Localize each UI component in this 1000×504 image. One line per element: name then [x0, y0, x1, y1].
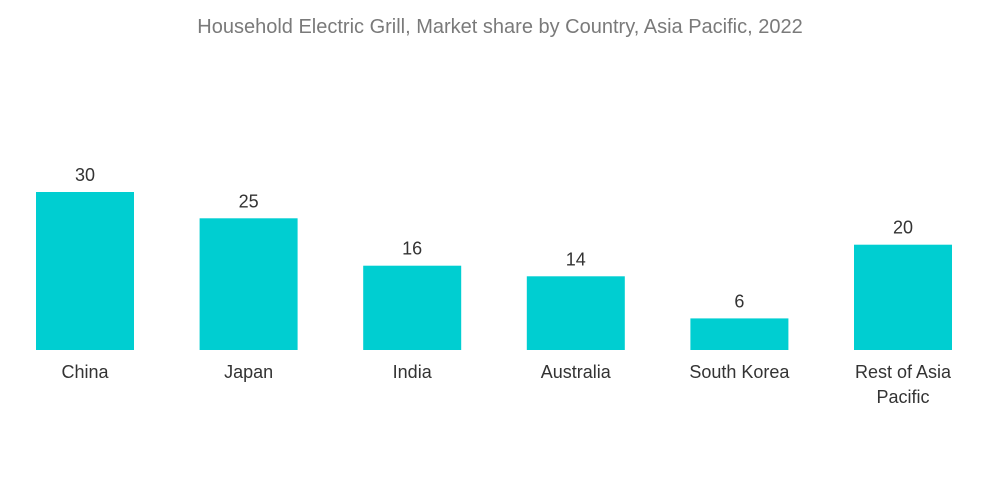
bar-rest-of-asia-pacific — [854, 244, 952, 350]
data-label: 14 — [566, 249, 586, 269]
x-tick-label: China — [61, 362, 109, 382]
bar-south-korea — [690, 318, 789, 350]
x-tick-label: South Korea — [689, 362, 790, 382]
x-tick-label: India — [393, 362, 433, 382]
data-label: 30 — [75, 165, 95, 185]
chart-title: Household Electric Grill, Market share b… — [197, 16, 803, 38]
bar-japan — [199, 218, 298, 350]
data-label: 16 — [402, 239, 422, 259]
data-label: 6 — [734, 291, 744, 311]
x-tick-label: Japan — [224, 362, 273, 382]
data-label: 20 — [893, 218, 913, 238]
data-label: 25 — [239, 191, 259, 211]
x-tick-label: Rest of Asia Pacific — [855, 362, 952, 407]
bar-india — [363, 265, 462, 350]
bar-australia — [526, 276, 625, 350]
x-tick-label: Australia — [541, 362, 612, 382]
bar-china — [36, 192, 134, 350]
